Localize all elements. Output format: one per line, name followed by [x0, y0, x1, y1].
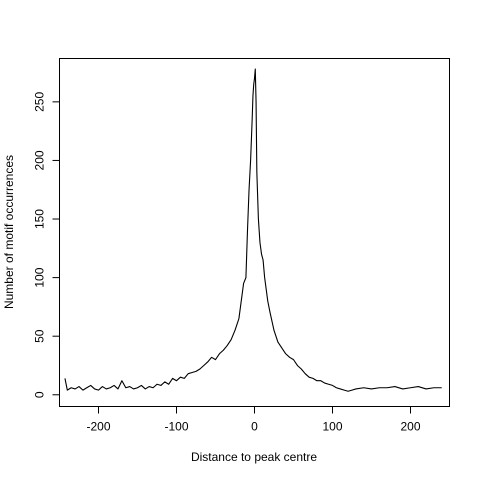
plot-frame: [59, 58, 450, 407]
x-tick-label: -200: [86, 420, 110, 434]
x-tick-label: 100: [322, 420, 342, 434]
x-tick-label: 0: [251, 420, 258, 434]
y-tick-label: 50: [33, 329, 47, 343]
y-axis: 0 50 100 150 200 250: [33, 92, 60, 398]
series-line: [64, 68, 442, 392]
y-tick-label: 0: [33, 391, 47, 398]
x-axis-title: Distance to peak centre: [191, 450, 317, 464]
x-axis: -200 -100 0 100 200: [86, 406, 421, 434]
y-tick-label: 100: [33, 267, 47, 287]
x-tick-label: 200: [400, 420, 420, 434]
x-tick-label: -100: [164, 420, 188, 434]
y-tick-label: 250: [33, 92, 47, 112]
y-axis-title: Number of motif occurrences: [2, 155, 16, 309]
y-tick-label: 200: [33, 150, 47, 170]
y-tick-label: 150: [33, 209, 47, 229]
